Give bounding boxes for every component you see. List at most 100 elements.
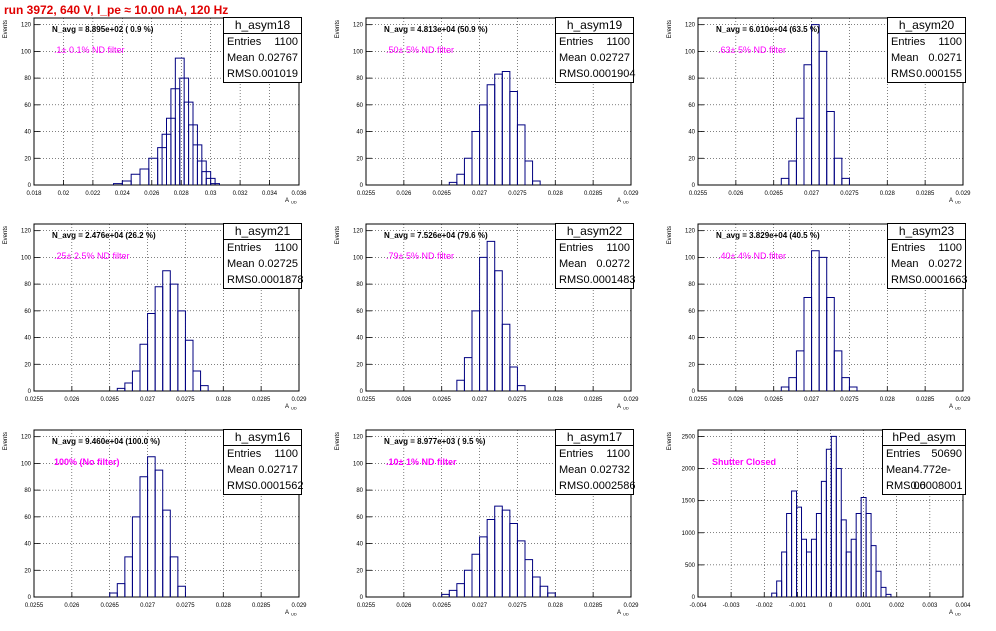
x-tick-label: 0.002 xyxy=(889,603,905,609)
filter-annotation: .25± 2.5% ND filter xyxy=(54,251,130,261)
stats-value-entries: 1100 xyxy=(606,242,630,254)
y-tick-label: 60 xyxy=(356,309,363,315)
x-tick-label: 0.022 xyxy=(85,191,101,197)
x-tick-label: 0.027 xyxy=(804,191,820,197)
x-tick-label: 0.0265 xyxy=(101,397,120,403)
x-tick-label: 0.0275 xyxy=(176,603,195,609)
histogram-name: h_asym16 xyxy=(224,430,301,446)
histogram-bin xyxy=(116,583,126,597)
histogram-bin xyxy=(479,256,488,391)
y-tick-label: 2000 xyxy=(682,467,696,473)
stats-label-entries: Entries xyxy=(559,36,594,48)
filter-annotation: .79± 5% ND filter xyxy=(386,251,454,261)
stats-row-entries: Entries 1100 xyxy=(224,446,301,462)
y-tick-label: 0 xyxy=(360,183,364,189)
y-tick-label: 1000 xyxy=(682,531,696,537)
y-tick-label: 80 xyxy=(688,76,695,82)
histogram-panel-h_asym18: 0.018 0.02 0.022 0.024 0.026 0.028 0.03 0.032 0.… xyxy=(0,12,332,219)
histogram-bin xyxy=(771,592,778,597)
stats-label-mean: Mean xyxy=(227,464,255,476)
y-tick-label: 120 xyxy=(21,23,32,29)
stats-row-rms: RMS 0.0001878 xyxy=(224,272,303,288)
y-tick-label: 60 xyxy=(356,515,363,521)
stats-value-entries: 1100 xyxy=(274,36,298,48)
x-tick-label: 0.029 xyxy=(623,397,639,403)
x-tick-label: 0.028 xyxy=(880,191,896,197)
y-tick-label: 40 xyxy=(688,130,695,136)
stats-value-mean: 0.02767 xyxy=(258,52,298,64)
y-tick-label: 60 xyxy=(24,309,31,315)
y-tick-label: 120 xyxy=(21,229,32,235)
y-tick-label: 100 xyxy=(21,255,32,261)
histogram-bin xyxy=(833,157,843,185)
histogram-bin xyxy=(801,538,807,597)
y-tick-label: 100 xyxy=(353,461,364,467)
histogram-panel-h_asym22: 0.0255 0.026 0.0265 0.027 0.0275 0.028 0.0285 0… xyxy=(332,218,664,425)
histogram-bin xyxy=(471,310,481,391)
x-axis-label: A UD xyxy=(949,404,961,411)
stats-label-mean: Mean xyxy=(227,258,255,270)
y-tick-label: 40 xyxy=(356,336,363,342)
y-tick-label: 60 xyxy=(24,103,31,109)
histogram-bin xyxy=(805,551,812,597)
plot-frame xyxy=(33,429,300,598)
n-avg-label: N_avg = 7.526e+04 (79.6 %) xyxy=(384,231,488,240)
x-tick-label: 0.0285 xyxy=(916,191,935,197)
histogram-bin xyxy=(494,270,503,391)
histogram-panel-h_asym23: 0.0255 0.026 0.0265 0.027 0.0275 0.028 0.0285 0… xyxy=(664,218,996,425)
stats-row-mean: Mean 0.02725 xyxy=(224,256,301,272)
stats-label-rms: RMS xyxy=(227,68,252,80)
histogram-bin xyxy=(501,70,511,185)
histogram-plot-h_asym22: 0.0255 0.026 0.0265 0.027 0.0275 0.028 0.0285 0… xyxy=(335,223,639,411)
histogram-bin xyxy=(162,270,171,391)
x-tick-label: 0.026 xyxy=(728,397,744,403)
histogram-bin xyxy=(121,180,132,185)
histogram-bin xyxy=(130,173,141,185)
histogram-bin xyxy=(865,513,872,597)
histogram-name: h_asym19 xyxy=(556,18,633,34)
filter-annotation: .10± 1% ND filter xyxy=(386,457,457,467)
histogram-bin xyxy=(780,386,790,391)
stats-row-entries: Entries 1100 xyxy=(224,240,301,256)
x-tick-label: -0.002 xyxy=(756,603,774,609)
histogram-bin xyxy=(524,160,534,185)
stats-label-mean: Mean xyxy=(559,52,587,64)
y-tick-label: 0 xyxy=(28,183,32,189)
n-avg-label: N_avg = 2.476e+04 (26.2 %) xyxy=(52,231,156,240)
x-tick-label: 0.032 xyxy=(233,191,249,197)
stats-value-rms: 0.0002586 xyxy=(583,480,636,492)
stats-box-h_asym23: h_asym23 Entries 1100 Mean 0.0272 RMS 0.000166… xyxy=(887,223,967,289)
histogram-name: h_asym22 xyxy=(556,224,633,240)
histogram-bin xyxy=(494,505,503,597)
x-axis-label: A UD xyxy=(949,198,961,205)
stats-row-rms: RMS 0.0001483 xyxy=(556,272,635,288)
histogram-bin xyxy=(486,84,496,185)
y-tick-label: 80 xyxy=(688,282,695,288)
histogram-name: h_asym23 xyxy=(888,224,965,240)
histogram-bin xyxy=(818,256,828,391)
histogram-bin xyxy=(131,516,141,597)
histogram-bin xyxy=(516,385,526,391)
histogram-bin xyxy=(471,131,481,185)
n-avg-label: N_avg = 6.010e+04 (63.5 %) xyxy=(716,25,820,34)
y-tick-label: 120 xyxy=(685,229,696,235)
y-tick-label: 0 xyxy=(692,389,696,395)
histogram-bin xyxy=(501,323,511,391)
histogram-bin xyxy=(524,559,534,597)
x-axis-label: A UD xyxy=(617,404,629,411)
histogram-bin xyxy=(456,173,465,185)
y-tick-label: 40 xyxy=(24,130,31,136)
stats-label-rms: RMS xyxy=(227,274,252,286)
histogram-bin xyxy=(479,536,488,597)
y-tick-label: 20 xyxy=(688,362,695,368)
x-tick-label: -0.001 xyxy=(789,603,807,609)
y-tick-label: 100 xyxy=(685,255,696,261)
x-tick-label: 0.027 xyxy=(140,603,156,609)
histogram-bin xyxy=(833,350,843,391)
histogram-bin xyxy=(803,296,813,391)
stats-row-rms: RMS 0.0001904 xyxy=(556,66,635,82)
stats-row-entries: Entries 1100 xyxy=(556,240,633,256)
histogram-bin xyxy=(177,310,186,391)
histogram-bin xyxy=(532,576,541,597)
histogram-bin xyxy=(509,366,518,391)
